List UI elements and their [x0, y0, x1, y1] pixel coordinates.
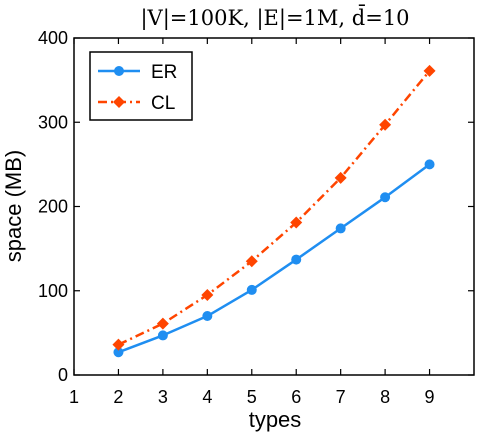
x-axis-label: types — [249, 407, 302, 432]
y-tick-label: 300 — [38, 112, 68, 132]
data-point-er — [202, 311, 213, 322]
data-point-cl — [379, 118, 392, 131]
x-tick-label: 6 — [291, 387, 301, 407]
data-point-er — [291, 254, 302, 265]
legend-cl-marker — [113, 96, 125, 108]
legend-er-marker — [114, 66, 124, 76]
x-tick-label: 1 — [69, 387, 79, 407]
data-point-er — [246, 284, 257, 295]
x-tick-label: 3 — [158, 387, 168, 407]
series-layer — [112, 64, 436, 358]
x-tick-label: 8 — [380, 387, 390, 407]
series-line-cl — [117, 70, 431, 346]
y-tick-label: 100 — [38, 281, 68, 301]
data-point-cl — [423, 64, 436, 77]
y-tick-label: 200 — [38, 197, 68, 217]
y-axis-label: space (MB) — [1, 150, 26, 262]
data-point-cl — [245, 255, 258, 268]
x-tick-label: 7 — [336, 387, 346, 407]
data-point-er — [380, 192, 391, 203]
series-line-er — [118, 163, 431, 354]
x-tick-label: 4 — [202, 387, 212, 407]
legend-cl-label: CL — [151, 93, 175, 114]
data-point-cl — [201, 288, 214, 301]
data-point-er — [113, 347, 124, 358]
data-point-cl — [290, 216, 303, 229]
legend-box — [89, 51, 193, 121]
chart-title: |V|=100K, |E|=1M, d̄=10 — [140, 4, 409, 31]
x-tick-label: 5 — [247, 387, 257, 407]
legend: ER CL — [89, 51, 193, 121]
data-point-cl — [156, 317, 169, 330]
y-tick-label: 0 — [58, 365, 68, 385]
legend-er-label: ER — [151, 62, 177, 83]
x-axis-ticks: 1 2 3 4 5 6 7 8 9 — [69, 38, 435, 407]
y-tick-label: 400 — [38, 28, 68, 48]
y-axis-ticks: 0 100 200 300 400 — [38, 28, 474, 385]
x-tick-label: 9 — [425, 387, 435, 407]
data-point-cl — [334, 171, 347, 184]
x-tick-label: 2 — [113, 387, 123, 407]
data-point-er — [424, 159, 435, 170]
data-point-er — [157, 330, 168, 341]
data-point-cl — [112, 338, 125, 351]
data-point-er — [335, 223, 346, 234]
